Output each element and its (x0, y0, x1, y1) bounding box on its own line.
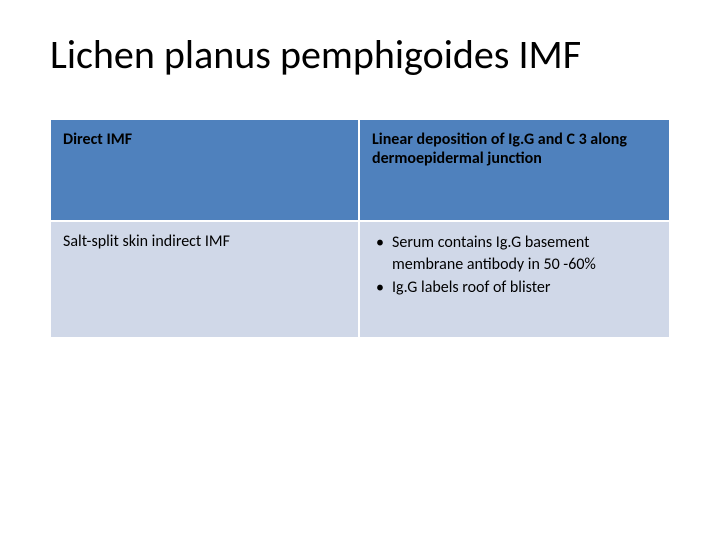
bullet-list: Serum contains Ig.G basement membrane an… (372, 232, 657, 299)
body-cell-left: Salt-split skin indirect IMF (51, 222, 360, 337)
table-row: Salt-split skin indirect IMF Serum conta… (51, 222, 669, 337)
list-item: Serum contains Ig.G basement membrane an… (372, 232, 657, 275)
list-item: Ig.G labels roof of blister (372, 277, 657, 299)
slide-title: Lichen planus pemphigoides IMF (50, 30, 670, 79)
imf-table: Direct IMF Linear deposition of Ig.G and… (50, 119, 670, 338)
table-row: Direct IMF Linear deposition of Ig.G and… (51, 120, 669, 222)
body-cell-right: Serum contains Ig.G basement membrane an… (360, 222, 669, 337)
header-cell-right: Linear deposition of Ig.G and C 3 along … (360, 120, 669, 220)
header-cell-left: Direct IMF (51, 120, 360, 220)
